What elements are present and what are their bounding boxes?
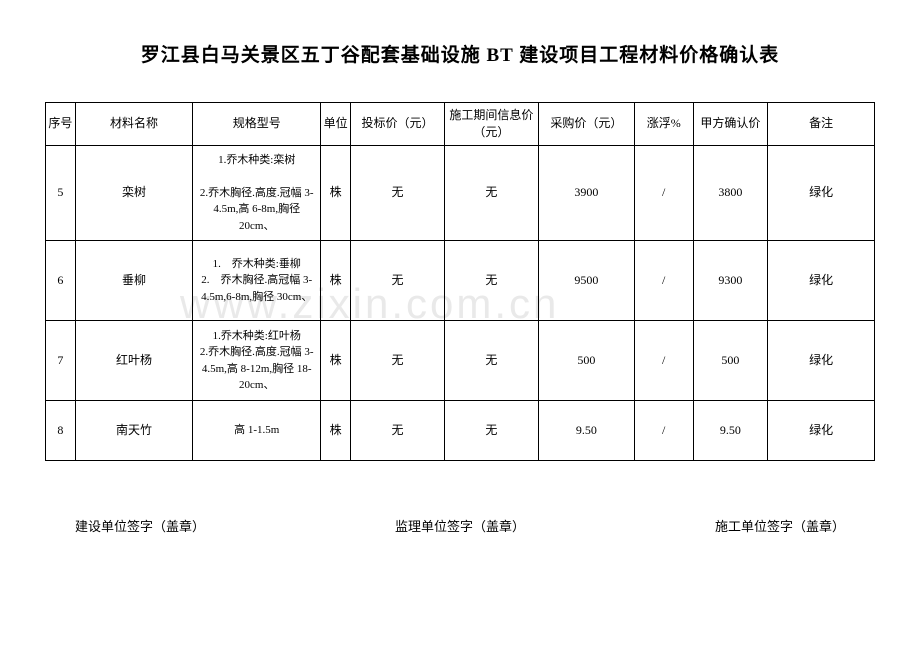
cell-purchase: 500 <box>538 321 634 401</box>
cell-spec: 1. 乔木种类:垂柳2. 乔木胸径.高冠幅 3-4.5m,6-8m,胸径 30c… <box>193 241 321 321</box>
table-header-row: 序号 材料名称 规格型号 单位 投标价（元） 施工期间信息价（元） 采购价（元）… <box>46 103 875 146</box>
cell-float: / <box>634 401 693 461</box>
cell-bid: 无 <box>351 401 445 461</box>
cell-unit: 株 <box>321 241 351 321</box>
table-container: 序号 材料名称 规格型号 单位 投标价（元） 施工期间信息价（元） 采购价（元）… <box>45 102 875 461</box>
cell-remark: 绿化 <box>768 401 875 461</box>
cell-confirm: 9.50 <box>693 401 768 461</box>
cell-remark: 绿化 <box>768 241 875 321</box>
cell-unit: 株 <box>321 145 351 241</box>
header-confirm: 甲方确认价 <box>693 103 768 146</box>
table-body: 5 栾树 1.乔木种类:栾树 2.乔木胸径.高度.冠幅 3-4.5m,高 6-8… <box>46 145 875 461</box>
cell-name: 栾树 <box>75 145 192 241</box>
header-seq: 序号 <box>46 103 76 146</box>
cell-confirm: 500 <box>693 321 768 401</box>
page-title: 罗江县白马关景区五丁谷配套基础设施 BT 建设项目工程材料价格确认表 <box>45 40 875 67</box>
table-row: 7 红叶杨 1.乔木种类:红叶杨2.乔木胸径.高度.冠幅 3-4.5m,高 8-… <box>46 321 875 401</box>
cell-float: / <box>634 321 693 401</box>
cell-bid: 无 <box>351 241 445 321</box>
table-row: 8 南天竹 高 1-1.5m 株 无 无 9.50 / 9.50 绿化 <box>46 401 875 461</box>
cell-spec: 1.乔木种类:栾树 2.乔木胸径.高度.冠幅 3-4.5m,高 6-8m,胸径 … <box>193 145 321 241</box>
cell-info: 无 <box>444 401 538 461</box>
cell-name: 垂柳 <box>75 241 192 321</box>
header-name: 材料名称 <box>75 103 192 146</box>
cell-float: / <box>634 241 693 321</box>
cell-remark: 绿化 <box>768 145 875 241</box>
cell-name: 南天竹 <box>75 401 192 461</box>
header-spec: 规格型号 <box>193 103 321 146</box>
materials-table: 序号 材料名称 规格型号 单位 投标价（元） 施工期间信息价（元） 采购价（元）… <box>45 102 875 461</box>
signatures-row: 建设单位签字（盖章） 监理单位签字（盖章） 施工单位签字（盖章） <box>45 516 875 535</box>
header-bid: 投标价（元） <box>351 103 445 146</box>
cell-info: 无 <box>444 321 538 401</box>
cell-confirm: 9300 <box>693 241 768 321</box>
signature-build: 建设单位签字（盖章） <box>75 516 205 535</box>
table-row: 6 垂柳 1. 乔木种类:垂柳2. 乔木胸径.高冠幅 3-4.5m,6-8m,胸… <box>46 241 875 321</box>
signature-supervise: 监理单位签字（盖章） <box>395 516 525 535</box>
cell-bid: 无 <box>351 145 445 241</box>
cell-purchase: 9500 <box>538 241 634 321</box>
cell-spec: 高 1-1.5m <box>193 401 321 461</box>
cell-seq: 6 <box>46 241 76 321</box>
cell-bid: 无 <box>351 321 445 401</box>
cell-seq: 8 <box>46 401 76 461</box>
cell-confirm: 3800 <box>693 145 768 241</box>
cell-seq: 5 <box>46 145 76 241</box>
cell-unit: 株 <box>321 401 351 461</box>
cell-remark: 绿化 <box>768 321 875 401</box>
cell-info: 无 <box>444 145 538 241</box>
cell-purchase: 3900 <box>538 145 634 241</box>
cell-info: 无 <box>444 241 538 321</box>
cell-seq: 7 <box>46 321 76 401</box>
header-float: 涨浮% <box>634 103 693 146</box>
cell-unit: 株 <box>321 321 351 401</box>
cell-spec: 1.乔木种类:红叶杨2.乔木胸径.高度.冠幅 3-4.5m,高 8-12m,胸径… <box>193 321 321 401</box>
header-unit: 单位 <box>321 103 351 146</box>
header-remark: 备注 <box>768 103 875 146</box>
cell-float: / <box>634 145 693 241</box>
header-purchase: 采购价（元） <box>538 103 634 146</box>
signature-construct: 施工单位签字（盖章） <box>715 516 845 535</box>
cell-purchase: 9.50 <box>538 401 634 461</box>
table-row: 5 栾树 1.乔木种类:栾树 2.乔木胸径.高度.冠幅 3-4.5m,高 6-8… <box>46 145 875 241</box>
header-info: 施工期间信息价（元） <box>444 103 538 146</box>
cell-name: 红叶杨 <box>75 321 192 401</box>
